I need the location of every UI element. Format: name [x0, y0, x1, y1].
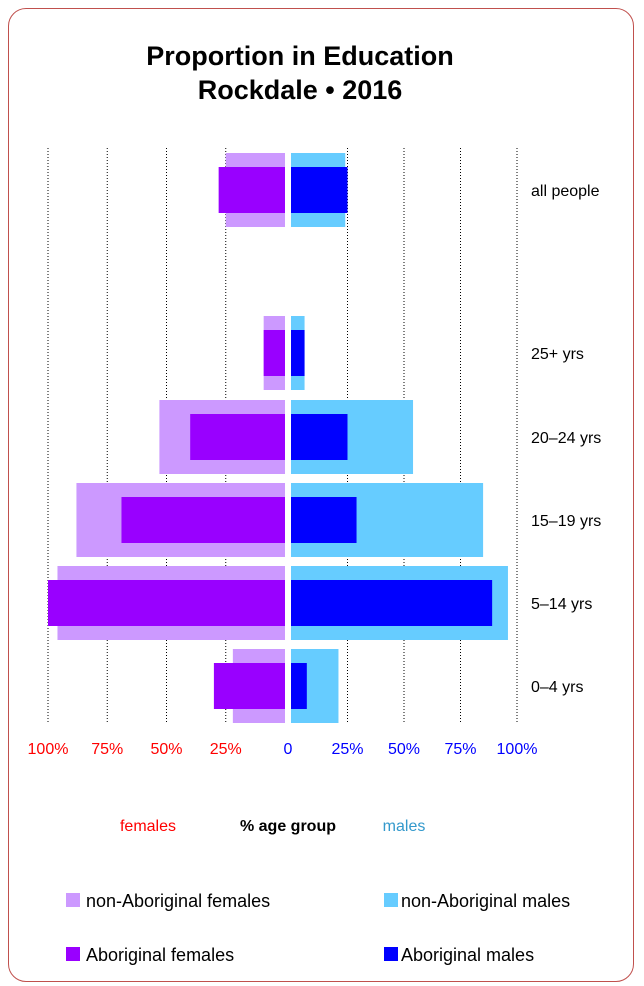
legend-swatch-aboriginal-males: [384, 947, 398, 961]
tick-label-zero: 0: [284, 741, 293, 758]
legend: non-Aboriginal females non-Aboriginal ma…: [66, 891, 570, 965]
tick-label-left-2: 75%: [91, 741, 123, 758]
category-label-5-14-yrs: 5–14 yrs: [531, 596, 592, 613]
chart-title-line-2: Rockdale • 2016: [198, 75, 403, 105]
bar-aboriginal-females-15-19-yrs: [121, 497, 285, 543]
bar-aboriginal-males-25-yrs: [291, 330, 305, 376]
category-label-25-yrs: 25+ yrs: [531, 346, 584, 363]
tick-label-right-3: 75%: [444, 741, 476, 758]
tick-label-left-4: 25%: [210, 741, 242, 758]
category-label-20-24-yrs: 20–24 yrs: [531, 430, 601, 447]
bar-aboriginal-females-0-4-yrs: [213, 663, 285, 709]
males-axis-label: males: [383, 818, 426, 835]
category-label-all-people: all people: [531, 183, 600, 200]
tick-label-right-1: 25%: [331, 741, 363, 758]
bar-aboriginal-males-5-14-yrs: [291, 580, 493, 626]
bar-aboriginal-males-all-people: [291, 167, 348, 213]
chart-frame: [8, 8, 634, 982]
bars: [48, 153, 508, 723]
chart-title-line-1: Proportion in Education: [146, 41, 453, 71]
legend-label-aboriginal-females: Aboriginal females: [86, 945, 234, 965]
category-label-15-19-yrs: 15–19 yrs: [531, 513, 601, 530]
tick-label-left-1: 100%: [28, 741, 69, 758]
legend-label-non-aboriginal-females: non-Aboriginal females: [86, 891, 270, 911]
bar-aboriginal-males-20-24-yrs: [291, 414, 348, 460]
legend-label-aboriginal-males: Aboriginal males: [401, 945, 534, 965]
legend-swatch-non-aboriginal-males: [384, 893, 398, 907]
legend-swatch-non-aboriginal-females: [66, 893, 80, 907]
tick-label-left-3: 50%: [150, 741, 182, 758]
bar-aboriginal-males-15-19-yrs: [291, 497, 357, 543]
labels: all people 25+ yrs 20–24 yrs 15–19 yrs 5–14 …: [28, 183, 602, 758]
legend-swatch-aboriginal-females: [66, 947, 80, 961]
tick-label-right-2: 50%: [388, 741, 420, 758]
category-label-0-4-yrs: 0–4 yrs: [531, 679, 583, 696]
tick-label-right-4: 100%: [497, 741, 538, 758]
bar-aboriginal-females-20-24-yrs: [190, 414, 285, 460]
bar-aboriginal-males-0-4-yrs: [291, 663, 307, 709]
bar-aboriginal-females-25-yrs: [263, 330, 285, 376]
age-group-axis-label: % age group: [240, 818, 336, 835]
legend-label-non-aboriginal-males: non-Aboriginal males: [401, 891, 570, 911]
bar-aboriginal-females-5-14-yrs: [48, 580, 285, 626]
females-axis-label: females: [120, 818, 176, 835]
bar-aboriginal-females-all-people: [218, 167, 285, 213]
